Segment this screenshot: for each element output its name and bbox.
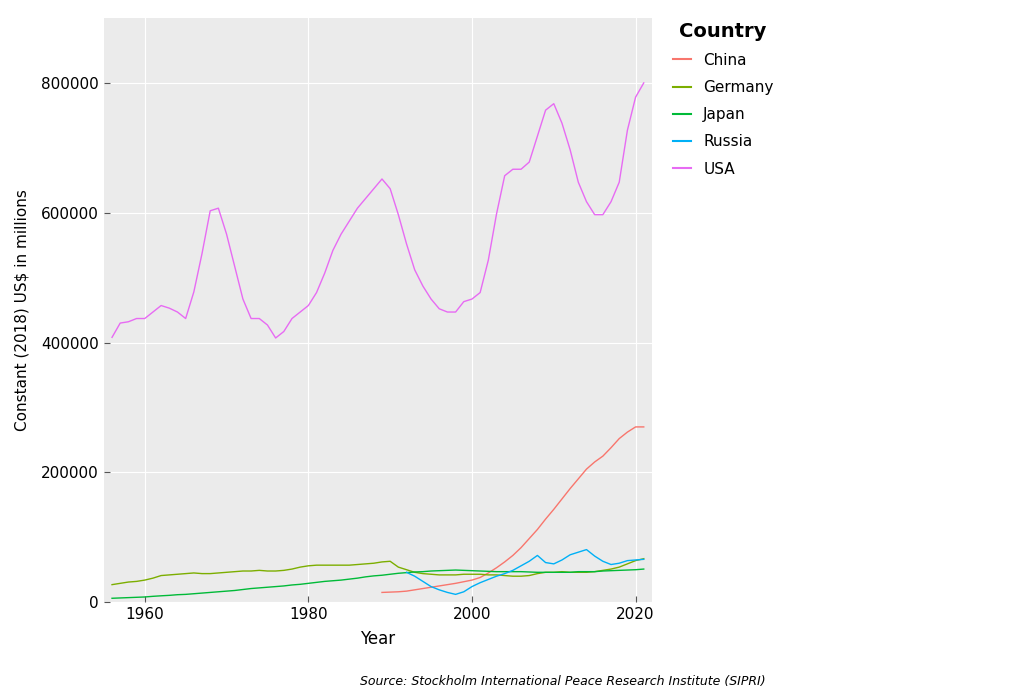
Russia [638,555,650,563]
China [409,586,421,594]
Germany [269,567,282,575]
China [589,458,601,466]
China [605,444,617,452]
Germany [105,580,118,589]
Japan [523,568,536,576]
Russia [482,576,495,584]
China [572,475,585,483]
China [466,576,478,585]
China [581,465,593,473]
Japan [237,585,249,594]
USA [638,79,650,87]
X-axis label: Year: Year [360,630,395,648]
Russia [523,557,536,565]
Japan [187,589,200,598]
China [425,583,437,591]
China [540,515,552,523]
China [450,579,462,587]
China [384,588,396,596]
China [622,428,634,436]
Russia [409,572,421,580]
Russia [515,562,527,570]
Line: Russia: Russia [407,549,644,594]
Text: Source: Stockholm International Peace Research Institute (SIPRI): Source: Stockholm International Peace Re… [360,674,766,688]
China [564,484,577,493]
Russia [433,586,445,594]
Germany [523,571,536,580]
USA [343,217,355,225]
Russia [564,551,577,559]
China [597,452,609,460]
China [458,578,470,586]
Line: Japan: Japan [112,569,644,598]
USA [605,198,617,206]
Japan [269,583,282,591]
USA [105,333,118,341]
Legend: China, Germany, Japan, Russia, USA: China, Germany, Japan, Russia, USA [665,14,781,184]
Russia [589,552,601,560]
USA [237,295,249,303]
Russia [605,560,617,569]
Y-axis label: Constant (2018) US$ in millions: Constant (2018) US$ in millions [15,189,30,431]
China [474,574,486,582]
China [556,495,568,503]
China [523,534,536,542]
China [392,587,404,596]
Russia [450,590,462,598]
Russia [507,566,519,574]
Japan [105,594,118,603]
China [515,544,527,552]
Line: Germany: Germany [112,559,644,585]
USA [269,334,282,342]
Japan [335,576,347,585]
Japan [638,565,650,574]
Russia [556,556,568,564]
China [507,551,519,560]
Line: USA: USA [112,83,644,338]
Russia [425,583,437,591]
China [400,587,413,595]
China [613,435,626,443]
China [376,588,388,596]
Japan [597,567,609,575]
Line: China: China [382,427,644,592]
Germany [237,567,249,575]
China [638,423,650,431]
Russia [458,587,470,596]
Russia [548,560,560,568]
China [490,564,503,572]
USA [531,132,544,140]
Russia [499,569,511,578]
Russia [400,568,413,576]
Russia [613,559,626,567]
Russia [581,545,593,553]
Russia [474,578,486,587]
Russia [417,577,429,585]
China [441,580,454,589]
Russia [630,556,642,564]
Russia [597,557,609,565]
Russia [540,558,552,567]
China [548,505,560,513]
China [433,582,445,590]
Russia [622,556,634,565]
China [531,525,544,533]
Germany [638,555,650,563]
Russia [572,548,585,556]
Russia [490,572,503,580]
Russia [531,551,544,560]
China [417,585,429,593]
Russia [466,583,478,591]
Germany [335,561,347,569]
China [630,423,642,431]
Germany [597,566,609,574]
USA [146,308,159,316]
USA [278,328,290,336]
Germany [187,569,200,577]
China [499,558,511,566]
China [482,569,495,577]
Russia [441,588,454,596]
